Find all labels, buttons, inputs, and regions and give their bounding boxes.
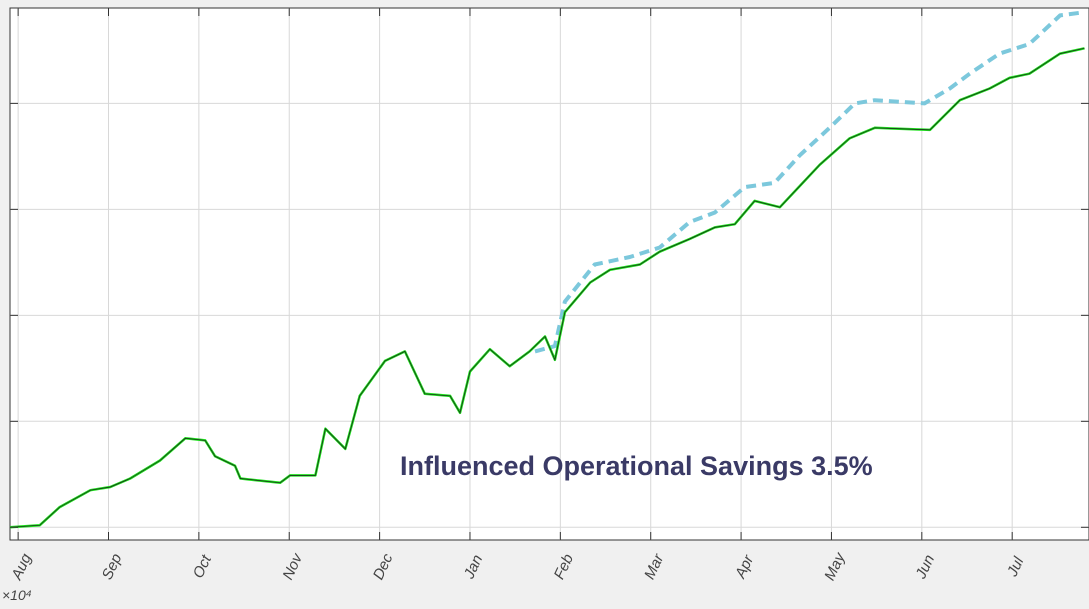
series-line <box>534 10 1085 354</box>
exponent-label: ×10⁴ <box>2 587 32 603</box>
grid <box>10 8 1089 540</box>
series-line-core <box>9 47 1085 528</box>
lines <box>9 10 1085 529</box>
plot-area <box>9 7 1089 541</box>
annotation: Influenced Operational Savings 3.5% <box>400 451 873 481</box>
